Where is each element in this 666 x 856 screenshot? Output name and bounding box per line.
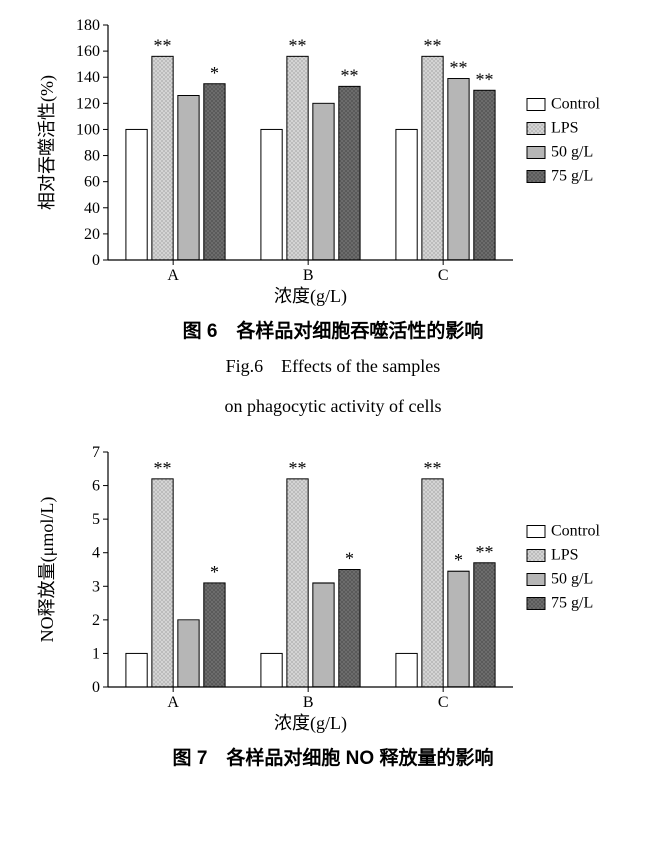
svg-text:*: * <box>345 549 354 569</box>
bar-A-g50 <box>178 620 199 687</box>
svg-text:**: ** <box>475 542 493 562</box>
svg-text:**: ** <box>289 458 307 478</box>
svg-text:浓度(g/L): 浓度(g/L) <box>274 286 347 307</box>
legend-label-lps: LPS <box>551 547 579 564</box>
svg-text:A: A <box>167 267 179 284</box>
svg-text:*: * <box>454 551 463 571</box>
page: 020406080100120140160180***A****B******C… <box>0 0 666 792</box>
legend-swatch-g50 <box>527 147 545 159</box>
svg-text:0: 0 <box>92 679 100 696</box>
svg-text:**: ** <box>475 69 493 89</box>
svg-text:**: ** <box>340 65 358 85</box>
svg-text:180: 180 <box>76 17 100 34</box>
figure-6-caption-en-line2: on phagocytic activity of cells <box>0 389 666 423</box>
svg-text:**: ** <box>289 35 307 55</box>
svg-text:*: * <box>210 63 219 83</box>
svg-text:**: ** <box>154 458 172 478</box>
bar-C-g50 <box>448 572 469 688</box>
svg-text:**: ** <box>424 458 442 478</box>
legend-swatch-lps <box>527 550 545 562</box>
bar-A-g75 <box>204 583 225 687</box>
bar-B-lps <box>287 56 308 260</box>
legend-label-g75: 75 g/L <box>551 168 593 185</box>
svg-text:浓度(g/L): 浓度(g/L) <box>274 713 347 734</box>
legend-swatch-g75 <box>527 598 545 610</box>
legend-swatch-lps <box>527 123 545 135</box>
svg-text:相对吞噬活性(%): 相对吞噬活性(%) <box>37 75 58 210</box>
svg-text:C: C <box>438 267 449 284</box>
svg-text:5: 5 <box>92 512 100 529</box>
legend-label-g50: 50 g/L <box>551 571 593 588</box>
bar-C-g75 <box>474 563 495 687</box>
svg-text:B: B <box>303 267 314 284</box>
bar-A-control <box>126 129 147 260</box>
legend-label-lps: LPS <box>551 120 579 137</box>
svg-text:**: ** <box>154 35 172 55</box>
figure-6-caption-en-line1: Fig.6 Effects of the samples <box>0 349 666 383</box>
svg-text:140: 140 <box>76 69 100 86</box>
svg-text:4: 4 <box>92 545 100 562</box>
svg-text:2: 2 <box>92 612 100 629</box>
figure-7-chart: 01234567***A***B*****C浓度(g/L)NO释放量(μmol/… <box>23 437 643 737</box>
svg-text:100: 100 <box>76 121 100 138</box>
svg-text:7: 7 <box>92 444 100 461</box>
svg-text:NO释放量(μmol/L): NO释放量(μmol/L) <box>37 497 58 643</box>
bar-A-control <box>126 654 147 688</box>
svg-text:*: * <box>210 562 219 582</box>
bar-C-g50 <box>448 79 469 260</box>
figure-6: 020406080100120140160180***A****B******C… <box>0 10 666 423</box>
legend-label-g75: 75 g/L <box>551 595 593 612</box>
svg-text:**: ** <box>424 35 442 55</box>
bar-B-control <box>261 129 282 260</box>
svg-text:C: C <box>438 694 449 711</box>
legend-label-control: Control <box>551 523 600 540</box>
bar-C-lps <box>422 479 443 687</box>
bar-A-g75 <box>204 84 225 260</box>
figure-7: 01234567***A***B*****C浓度(g/L)NO释放量(μmol/… <box>0 437 666 770</box>
figure-6-chart: 020406080100120140160180***A****B******C… <box>23 10 643 310</box>
bar-A-g50 <box>178 96 199 261</box>
bar-B-g50 <box>313 103 334 260</box>
svg-text:80: 80 <box>84 148 100 165</box>
bar-B-g50 <box>313 583 334 687</box>
bar-C-control <box>396 129 417 260</box>
svg-text:A: A <box>167 694 179 711</box>
bar-C-lps <box>422 56 443 260</box>
bar-C-control <box>396 654 417 688</box>
legend-label-control: Control <box>551 96 600 113</box>
figure-7-caption-zh: 图 7 各样品对细胞 NO 释放量的影响 <box>0 743 666 770</box>
bar-C-g75 <box>474 90 495 260</box>
svg-text:B: B <box>303 694 314 711</box>
svg-text:**: ** <box>449 58 467 78</box>
svg-text:60: 60 <box>84 174 100 191</box>
bar-B-g75 <box>339 570 360 688</box>
svg-text:160: 160 <box>76 43 100 60</box>
legend-swatch-g50 <box>527 574 545 586</box>
svg-text:6: 6 <box>92 478 100 495</box>
legend-swatch-control <box>527 526 545 538</box>
svg-text:40: 40 <box>84 200 100 217</box>
legend-swatch-control <box>527 99 545 111</box>
svg-text:20: 20 <box>84 226 100 243</box>
legend-swatch-g75 <box>527 171 545 183</box>
svg-text:0: 0 <box>92 252 100 269</box>
legend-label-g50: 50 g/L <box>551 144 593 161</box>
bar-A-lps <box>152 56 173 260</box>
bar-B-g75 <box>339 86 360 260</box>
bar-B-lps <box>287 479 308 687</box>
svg-text:3: 3 <box>92 579 100 596</box>
bar-B-control <box>261 654 282 688</box>
figure-6-caption-zh: 图 6 各样品对细胞吞噬活性的影响 <box>0 316 666 343</box>
svg-text:1: 1 <box>92 646 100 663</box>
svg-text:120: 120 <box>76 95 100 112</box>
bar-A-lps <box>152 479 173 687</box>
